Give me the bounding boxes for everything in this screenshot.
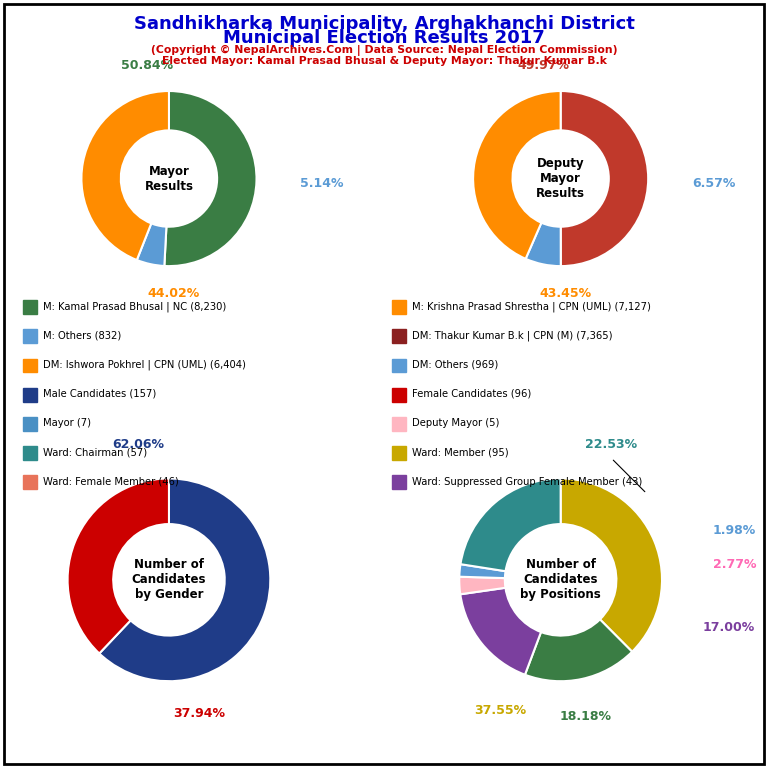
Text: M: Krishna Prasad Shrestha | CPN (UML) (7,127): M: Krishna Prasad Shrestha | CPN (UML) (…: [412, 301, 650, 312]
Wedge shape: [459, 564, 505, 578]
Text: Number of
Candidates
by Positions: Number of Candidates by Positions: [520, 558, 601, 601]
Wedge shape: [525, 223, 561, 266]
Text: Deputy Mayor (5): Deputy Mayor (5): [412, 418, 499, 429]
Wedge shape: [137, 223, 167, 266]
Text: 37.94%: 37.94%: [174, 707, 225, 720]
Text: 17.00%: 17.00%: [703, 621, 755, 634]
Wedge shape: [99, 478, 270, 681]
Text: 5.14%: 5.14%: [300, 177, 344, 190]
Text: (Copyright © NepalArchives.Com | Data Source: Nepal Election Commission): (Copyright © NepalArchives.Com | Data So…: [151, 45, 617, 56]
Text: 44.02%: 44.02%: [147, 286, 200, 300]
Text: 6.57%: 6.57%: [692, 177, 735, 190]
Text: Sandhikharka Municipality, Arghakhanchi District: Sandhikharka Municipality, Arghakhanchi …: [134, 15, 634, 33]
Text: Number of
Candidates
by Gender: Number of Candidates by Gender: [131, 558, 207, 601]
Text: Ward: Suppressed Group Female Member (43): Ward: Suppressed Group Female Member (43…: [412, 476, 642, 487]
Text: 22.53%: 22.53%: [585, 438, 637, 451]
Wedge shape: [81, 91, 169, 260]
Text: 49.97%: 49.97%: [517, 59, 569, 72]
Text: 2.77%: 2.77%: [713, 558, 756, 571]
Wedge shape: [473, 91, 561, 259]
Wedge shape: [461, 478, 561, 571]
Text: Deputy
Mayor
Results: Deputy Mayor Results: [536, 157, 585, 200]
Text: Ward: Female Member (46): Ward: Female Member (46): [43, 476, 179, 487]
Text: Mayor (7): Mayor (7): [43, 418, 91, 429]
Text: DM: Thakur Kumar B.k | CPN (M) (7,365): DM: Thakur Kumar B.k | CPN (M) (7,365): [412, 330, 612, 341]
Wedge shape: [459, 577, 505, 594]
Text: M: Others (832): M: Others (832): [43, 330, 121, 341]
Text: Male Candidates (157): Male Candidates (157): [43, 389, 156, 399]
Text: Ward: Chairman (57): Ward: Chairman (57): [43, 447, 147, 458]
Text: Mayor
Results: Mayor Results: [144, 164, 194, 193]
Text: M: Kamal Prasad Bhusal | NC (8,230): M: Kamal Prasad Bhusal | NC (8,230): [43, 301, 227, 312]
Wedge shape: [164, 91, 257, 266]
Wedge shape: [561, 91, 648, 266]
Text: DM: Ishwora Pokhrel | CPN (UML) (6,404): DM: Ishwora Pokhrel | CPN (UML) (6,404): [43, 359, 246, 370]
Wedge shape: [68, 478, 169, 654]
Text: 62.06%: 62.06%: [113, 438, 164, 451]
Wedge shape: [561, 478, 662, 652]
Text: DM: Others (969): DM: Others (969): [412, 359, 498, 370]
Wedge shape: [525, 619, 632, 681]
Text: Ward: Member (95): Ward: Member (95): [412, 447, 508, 458]
Text: 50.84%: 50.84%: [121, 59, 173, 72]
Text: 1.98%: 1.98%: [713, 525, 756, 538]
Text: 43.45%: 43.45%: [539, 286, 591, 300]
Wedge shape: [460, 588, 541, 675]
Text: Municipal Election Results 2017: Municipal Election Results 2017: [223, 29, 545, 47]
Text: 37.55%: 37.55%: [474, 703, 526, 717]
Text: Elected Mayor: Kamal Prasad Bhusal & Deputy Mayor: Thakur Kumar B.k: Elected Mayor: Kamal Prasad Bhusal & Dep…: [161, 56, 607, 66]
Text: Female Candidates (96): Female Candidates (96): [412, 389, 531, 399]
Text: 18.18%: 18.18%: [560, 710, 612, 723]
